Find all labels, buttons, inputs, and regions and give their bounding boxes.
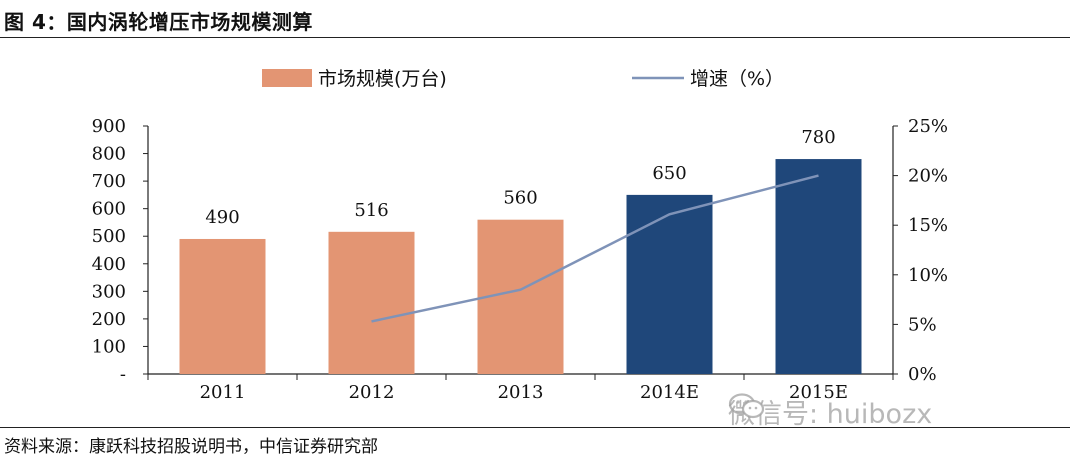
y-left-tick-label: 300 <box>92 281 126 302</box>
x-tick-label: 2013 <box>498 382 544 403</box>
y-left-tick-label: 600 <box>92 199 126 220</box>
bar-value-label: 650 <box>652 163 686 184</box>
bar-value-label: 560 <box>503 188 537 209</box>
bar-value-label: 490 <box>205 207 239 228</box>
y-right-tick-label: 10% <box>908 265 948 286</box>
y-left-tick-label: 400 <box>92 254 126 275</box>
y-right-tick-label: 25% <box>908 116 948 137</box>
y-right-tick-label: 20% <box>908 166 948 187</box>
y-right-tick-label: 0% <box>908 364 937 385</box>
source-note: 资料来源：康跃科技招股说明书，中信证券研究部 <box>4 437 378 457</box>
legend-label-line: 增速（%） <box>690 68 784 90</box>
watermark: 微信号: huibozx <box>728 392 932 431</box>
bar-2015E <box>775 159 862 374</box>
y-right-tick-label: 5% <box>908 314 937 335</box>
legend-label-bar: 市场规模(万台) <box>318 68 447 90</box>
y-left-tick-label: 800 <box>92 144 126 165</box>
wechat-icon <box>728 393 765 419</box>
bar-value-label: 516 <box>354 200 388 221</box>
figure-title: 图 4：国内涡轮增压市场规模测算 <box>4 10 313 34</box>
bar-2012 <box>328 231 415 374</box>
bar-value-label: 780 <box>801 127 835 148</box>
y-left-tick-label: 700 <box>92 171 126 192</box>
y-left-tick-label: 900 <box>92 116 126 137</box>
x-tick-label: 2014E <box>640 382 699 403</box>
legend-swatch-bar <box>262 69 312 87</box>
header: 图 4：国内涡轮增压市场规模测算 <box>0 0 1070 38</box>
top-rule <box>0 37 1070 38</box>
y-right-tick-label: 15% <box>908 215 948 236</box>
bar-2011 <box>179 238 266 374</box>
y-left-tick-label: - <box>120 364 126 385</box>
y-left-tick-label: 100 <box>92 336 126 357</box>
x-tick-label: 2012 <box>349 382 395 403</box>
bar-2014E <box>626 194 713 374</box>
y-left-tick-label: 200 <box>92 309 126 330</box>
y-left-tick-label: 500 <box>92 226 126 247</box>
x-tick-label: 2015E <box>789 382 848 403</box>
x-tick-label: 2011 <box>200 382 246 403</box>
bottom-rule <box>0 427 1070 428</box>
growth-line <box>371 174 819 323</box>
